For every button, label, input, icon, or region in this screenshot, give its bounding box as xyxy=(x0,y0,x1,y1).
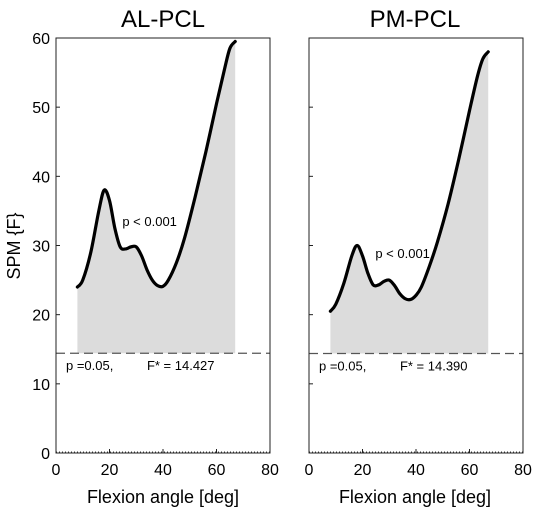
x-tick-label: 0 xyxy=(52,462,61,479)
spm-curve-line xyxy=(75,39,237,289)
y-tick-label: 50 xyxy=(32,100,50,117)
chart-panel-pm-pcl: PM-PCL Flexion angle [deg] 0 20 40 60 80 p < … xyxy=(305,6,532,507)
x-tick-label: 40 xyxy=(407,462,425,479)
suprathreshold-cluster xyxy=(77,41,236,354)
x-tick-label: 60 xyxy=(461,462,479,479)
spm-curve-line xyxy=(328,50,490,313)
x-tick-label: 20 xyxy=(101,462,119,479)
x-tick-label: 60 xyxy=(208,462,226,479)
y-tick-label: 60 xyxy=(32,31,50,48)
y-tick-label: 0 xyxy=(41,446,50,463)
x-tick-label: 80 xyxy=(514,462,532,479)
x-axis-label: Flexion angle [deg] xyxy=(87,487,239,507)
plot-frame xyxy=(55,37,271,454)
y-tick-label: 10 xyxy=(32,377,50,394)
y-tick-label: 40 xyxy=(32,169,50,186)
critical-threshold-label: F* = 14.390 xyxy=(400,358,468,373)
x-axis-label: Flexion angle [deg] xyxy=(339,487,491,507)
chart-title: PM-PCL xyxy=(370,6,461,33)
alpha-label: p =0.05, xyxy=(66,358,113,373)
suprathreshold-cluster xyxy=(330,51,489,354)
x-tick-label: 0 xyxy=(305,462,314,479)
chart-panel-al-pcl: AL-PCL Flexion angle [deg] 0 20 40 60 80 0 10 2… xyxy=(32,6,279,507)
y-tick-label: 30 xyxy=(32,239,50,256)
critical-threshold-label: F* = 14.427 xyxy=(147,358,215,373)
p-value-annotation: p < 0.001 xyxy=(122,214,177,229)
p-value-annotation: p < 0.001 xyxy=(375,246,430,261)
x-tick-label: 80 xyxy=(261,462,279,479)
alpha-label: p =0.05, xyxy=(319,358,366,373)
x-tick-label: 20 xyxy=(354,462,372,479)
x-tick-label: 40 xyxy=(154,462,172,479)
shared-y-axis-label: SPM {F} xyxy=(4,212,24,279)
y-tick-label: 20 xyxy=(32,308,50,325)
chart-title: AL-PCL xyxy=(121,6,205,33)
